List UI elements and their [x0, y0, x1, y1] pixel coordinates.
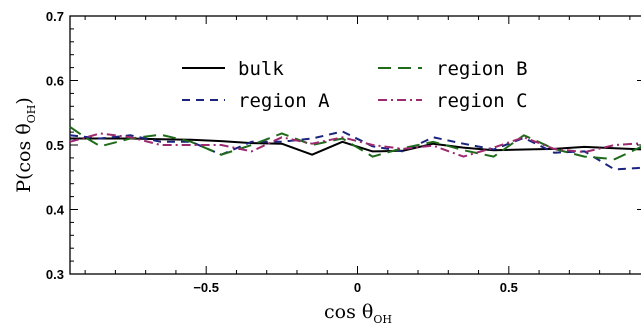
legend-label-region-b: region B [436, 58, 528, 80]
x-tick-label: 0.5 [500, 280, 518, 295]
y-tick-label: 0.7 [46, 9, 64, 24]
y-tick-label: 0.5 [46, 138, 64, 153]
x-tick-label: 0 [354, 280, 361, 295]
legend: bulk region A region B region C [182, 58, 528, 112]
series-line-region-a [69, 130, 641, 171]
y-axis-label-close: ) [13, 97, 35, 104]
x-axis-label-sub: OH [373, 313, 392, 324]
y-tick-label: 0.4 [46, 203, 65, 218]
axis-ticks: 0.3 0.4 0.5 0.6 0.7 −0.5 0 0.5 [46, 9, 641, 295]
series-line-region-b [69, 126, 641, 161]
legend-label-region-a: region A [238, 90, 330, 112]
x-tick-label: −0.5 [193, 280, 219, 295]
y-tick-label: 0.6 [46, 74, 64, 89]
y-axis-label-sub: OH [25, 105, 38, 124]
series-lines [69, 126, 641, 171]
legend-label-region-c: region C [436, 90, 528, 112]
y-axis-label-main: P(cos θ [13, 123, 35, 193]
y-axis-label: P(cos θOH) [13, 97, 38, 193]
series-line-region-c [69, 132, 641, 158]
legend-label-bulk: bulk [238, 58, 284, 80]
y-tick-label: 0.3 [46, 267, 64, 282]
x-axis-label-main: cos θ [324, 301, 373, 323]
x-axis-label: cos θOH [324, 301, 392, 324]
